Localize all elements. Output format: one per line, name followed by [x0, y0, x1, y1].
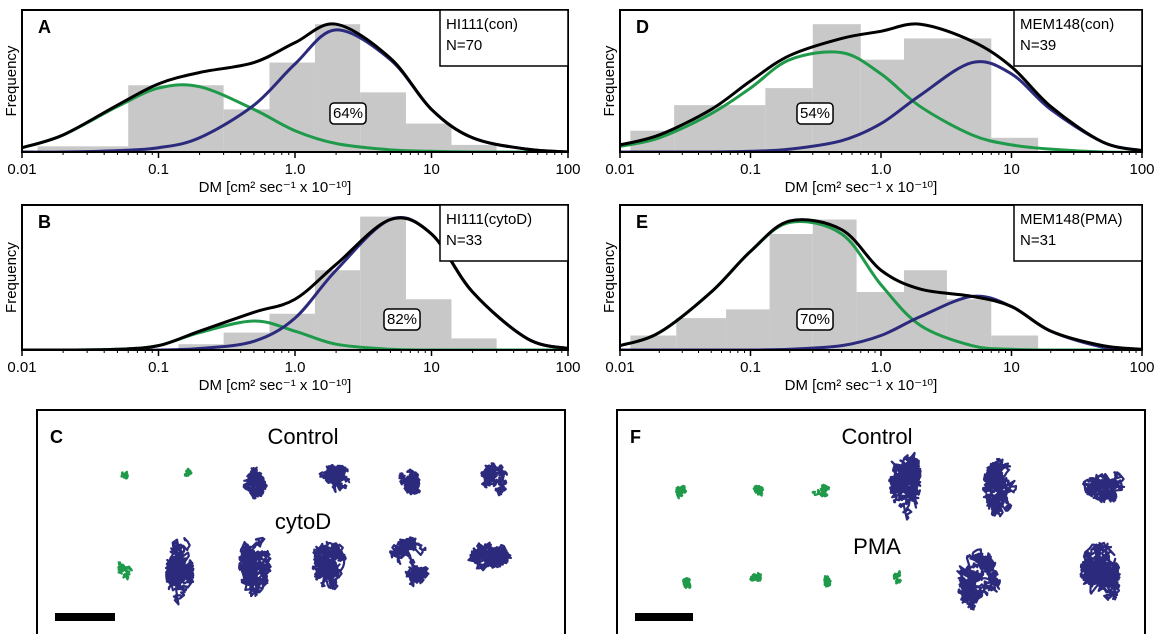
trajectory [1081, 543, 1120, 600]
histogram-bar [224, 109, 270, 152]
panel-letter: C [50, 427, 63, 447]
x-tick-label: 0.01 [605, 359, 634, 376]
histogram-bar [726, 309, 769, 350]
x-tick-label: 1.0 [285, 359, 306, 376]
scale-bar [55, 613, 115, 621]
annotation: 54% [800, 105, 830, 122]
histogram-bar [676, 318, 726, 350]
trajectory [244, 468, 267, 499]
x-tick-label: 0.01 [7, 359, 36, 376]
histogram-bar [904, 270, 947, 350]
trajectory [1083, 472, 1124, 502]
y-axis-label: Frequency [3, 45, 20, 116]
trajectory [118, 562, 131, 579]
x-tick-label: 0.1 [148, 359, 169, 376]
y-axis-label: Frequency [601, 45, 618, 116]
trajectory [676, 486, 686, 498]
x-tick-label: 1.0 [285, 161, 306, 178]
trajectory [469, 543, 511, 571]
panel-letter: A [38, 17, 51, 37]
histogram-bar [904, 38, 991, 152]
trajectory-panel: F Control PMA [617, 410, 1145, 634]
histogram-bar [315, 270, 360, 350]
x-tick-label: 0.01 [7, 161, 36, 178]
trajectory [185, 469, 192, 476]
x-tick-label: 10 [1003, 359, 1020, 376]
legend-text: MEM148(PMA) [1020, 211, 1123, 228]
histogram-bar [770, 234, 813, 350]
x-tick-label: 100 [1129, 359, 1154, 376]
trajectory [894, 571, 901, 583]
x-axis-label: DM [cm² sec⁻¹ x 10⁻¹⁰] [199, 377, 352, 394]
panel-letter: D [636, 17, 649, 37]
y-axis-label: Frequency [3, 242, 20, 313]
trajectory [399, 470, 419, 495]
x-tick-label: 100 [1129, 161, 1154, 178]
x-tick-label: 1.0 [871, 161, 892, 178]
x-tick-label: 100 [555, 359, 580, 376]
x-tick-label: 0.1 [740, 359, 761, 376]
x-tick-label: 100 [555, 161, 580, 178]
histogram-bar [406, 124, 451, 152]
histogram-bar [224, 333, 270, 350]
trajectory [889, 453, 920, 520]
trajectory [750, 573, 761, 581]
legend-text: N=70 [446, 37, 482, 54]
x-tick-label: 0.01 [605, 161, 634, 178]
chart-panel: 0.01 0.1 1.0 10 100 DM [cm² sec⁻¹ x 10⁻¹⁰] Fre… [3, 205, 581, 394]
annotation: 70% [800, 311, 830, 328]
legend-text: HI111(con) [446, 16, 518, 33]
trajectory [239, 538, 271, 596]
row-label: Control [268, 424, 339, 449]
row-label: PMA [853, 534, 901, 559]
trajectory [320, 465, 350, 492]
trajectory [824, 576, 830, 586]
x-axis-label: DM [cm² sec⁻¹ x 10⁻¹⁰] [785, 377, 938, 394]
x-tick-label: 10 [423, 359, 440, 376]
trajectory [813, 485, 830, 497]
figure: C Control cytoD F Control PMA 0.01 0.1 1.0… [0, 0, 1165, 634]
trajectory [313, 542, 346, 589]
legend-text: N=31 [1020, 232, 1056, 249]
row-label: Control [842, 424, 913, 449]
legend-text: N=39 [1020, 37, 1056, 54]
trajectory [481, 463, 507, 495]
x-tick-label: 10 [423, 161, 440, 178]
histogram-bar [315, 24, 360, 152]
panel-letter: F [630, 427, 641, 447]
chart-panel: 0.01 0.1 1.0 10 100 DM [cm² sec⁻¹ x 10⁻¹⁰] Fre… [3, 10, 581, 196]
panel-letter: E [636, 212, 648, 232]
x-axis-label: DM [cm² sec⁻¹ x 10⁻¹⁰] [199, 179, 352, 196]
chart-panel: 0.01 0.1 1.0 10 100 DM [cm² sec⁻¹ x 10⁻¹⁰] Fre… [601, 205, 1155, 394]
x-tick-label: 0.1 [740, 161, 761, 178]
trajectory [390, 537, 428, 586]
trajectory [166, 538, 193, 605]
legend-text: HI111(cytoD) [446, 211, 532, 228]
scale-bar [635, 613, 693, 621]
x-axis-label: DM [cm² sec⁻¹ x 10⁻¹⁰] [785, 179, 938, 196]
annotation: 64% [333, 105, 363, 122]
legend-text: MEM148(con) [1020, 16, 1114, 33]
annotation: 82% [387, 311, 417, 328]
trajectory-panel: C Control cytoD [37, 410, 565, 634]
x-tick-label: 0.1 [148, 161, 169, 178]
trajectory [754, 486, 763, 496]
histogram-bar [269, 63, 314, 152]
row-label: cytoD [275, 509, 331, 534]
x-tick-label: 1.0 [871, 359, 892, 376]
chart-panel: 0.01 0.1 1.0 10 100 DM [cm² sec⁻¹ x 10⁻¹⁰] Fre… [601, 10, 1155, 196]
legend-text: N=33 [446, 232, 482, 249]
histogram-bar [947, 299, 991, 350]
trajectory [983, 459, 1016, 516]
trajectory [957, 549, 1000, 609]
trajectory [122, 472, 128, 479]
y-axis-label: Frequency [601, 242, 618, 313]
histogram-bar [674, 105, 765, 152]
panel-letter: B [38, 212, 51, 232]
trajectory [683, 578, 690, 588]
histogram-bar [451, 338, 496, 350]
x-tick-label: 10 [1003, 161, 1020, 178]
histogram-bar [360, 92, 406, 152]
